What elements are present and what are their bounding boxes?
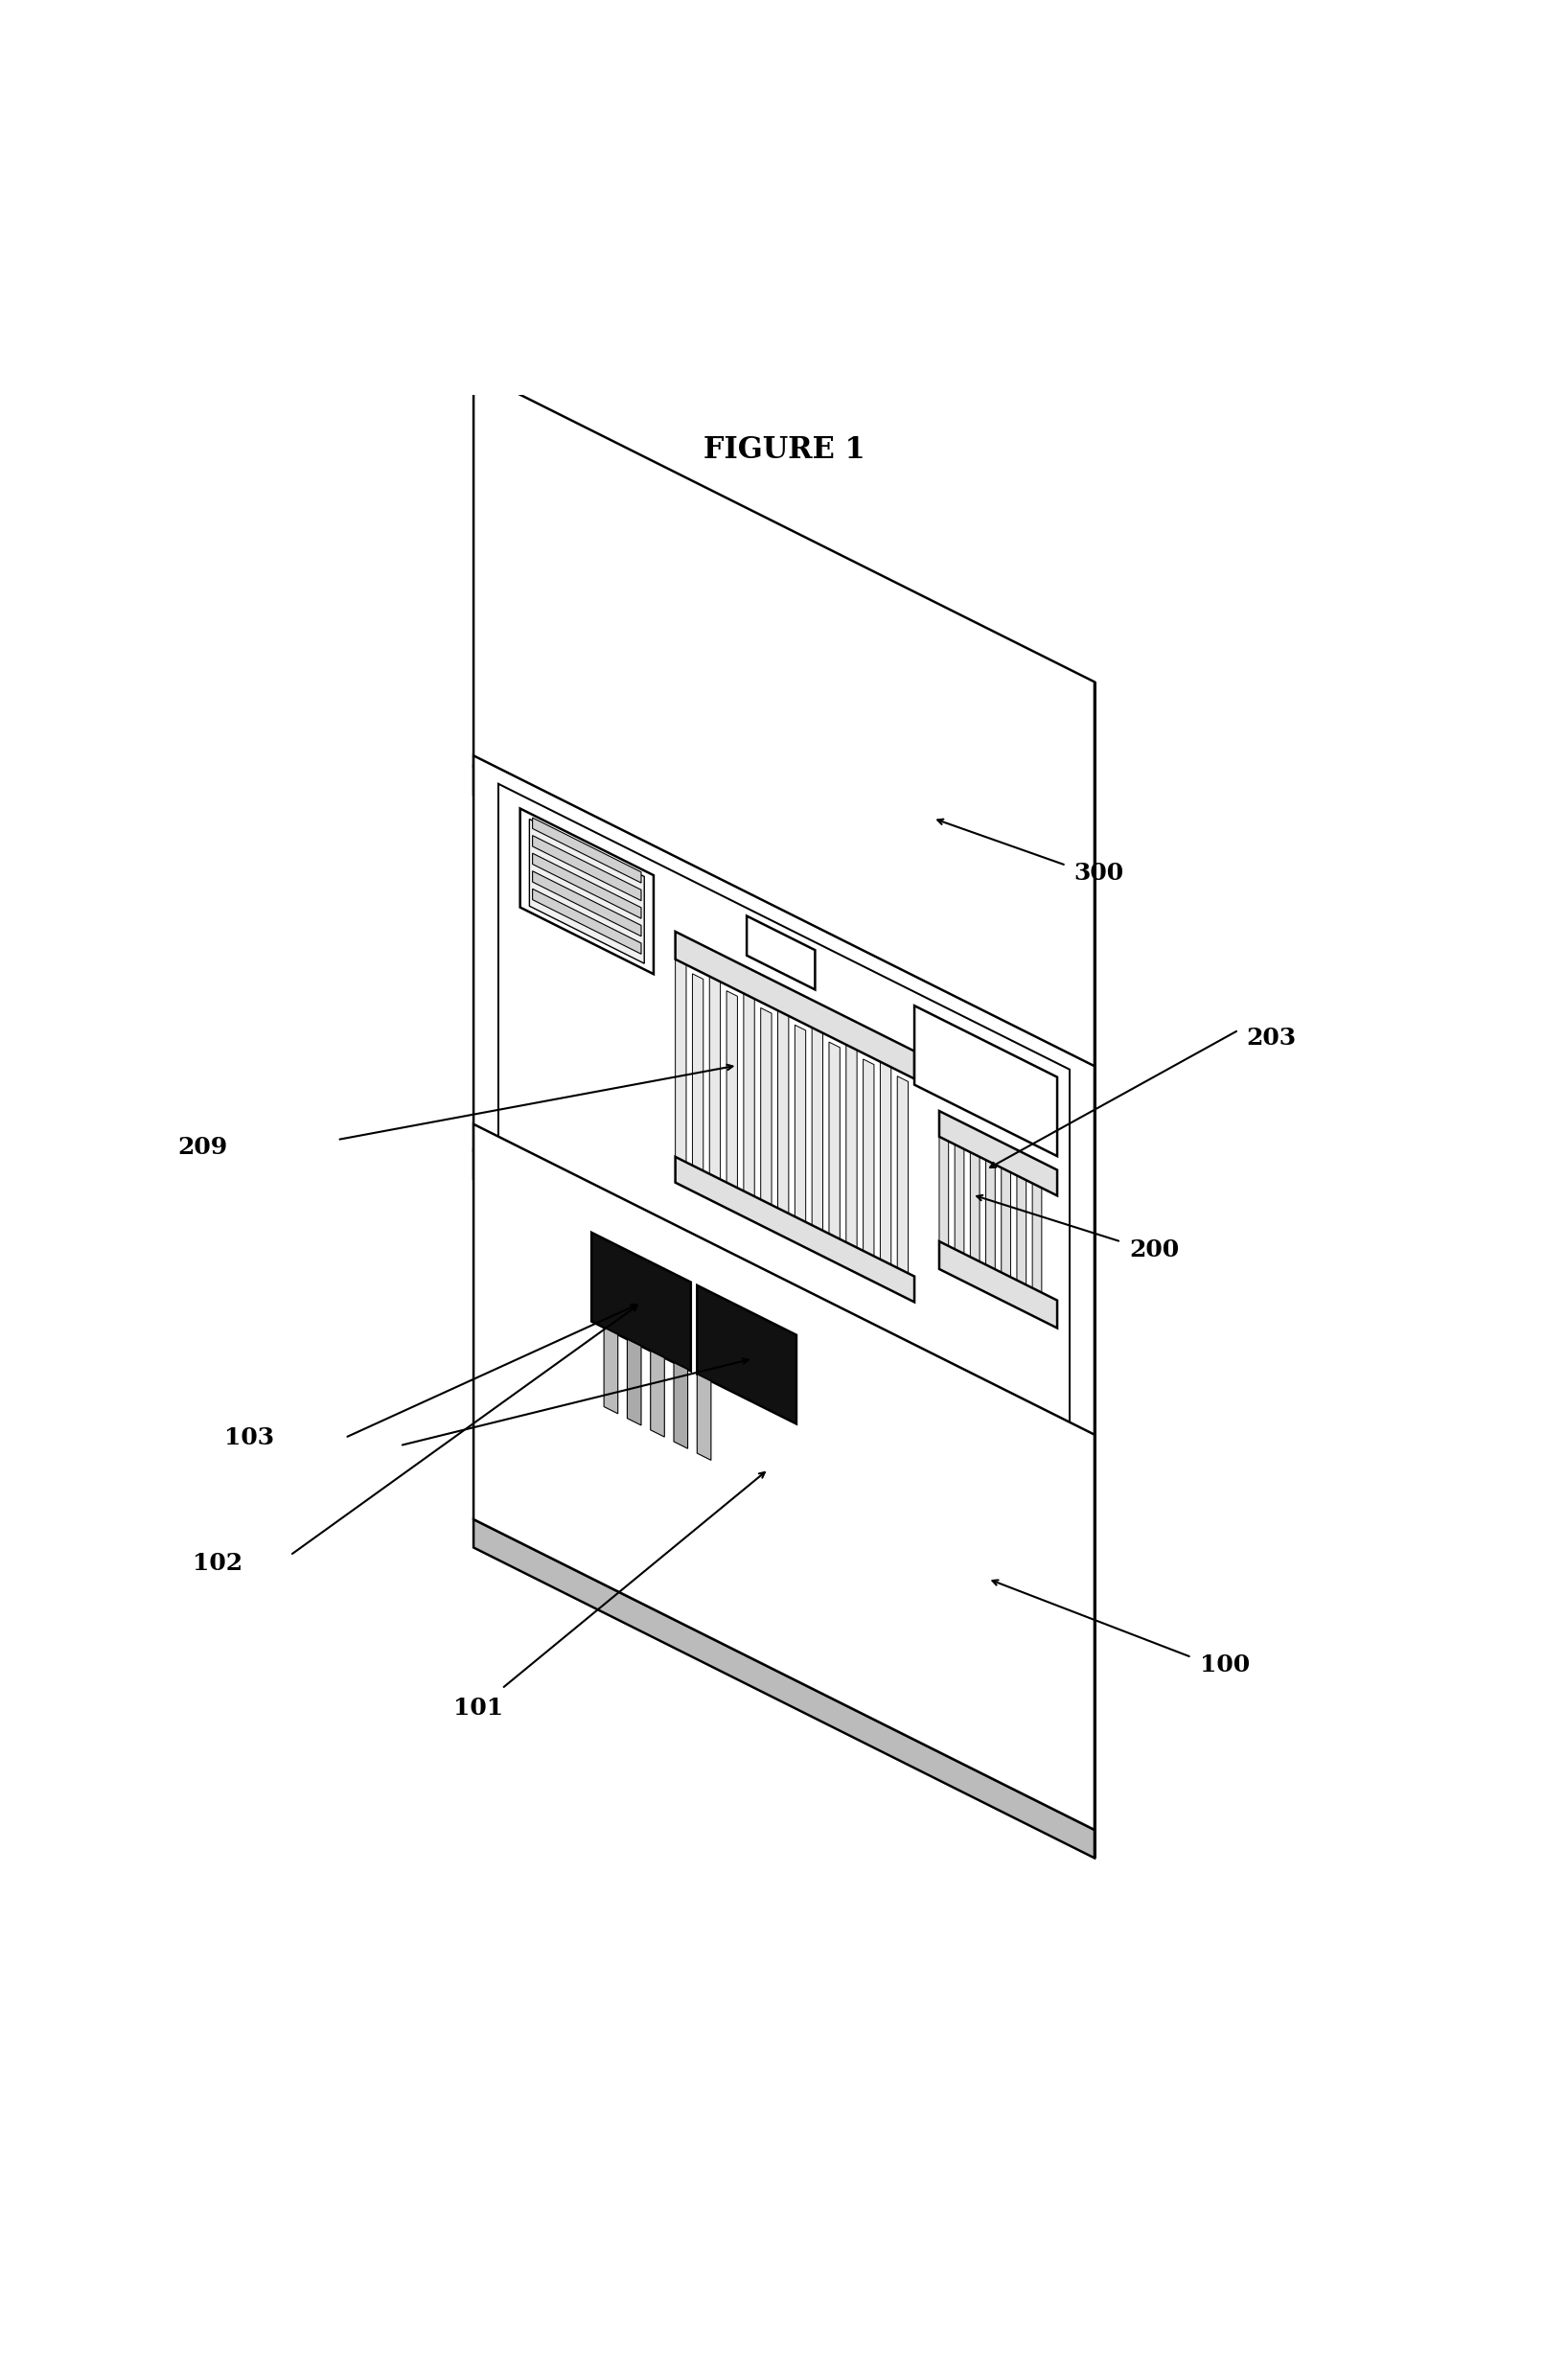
Text: 209: 209 [177, 1137, 227, 1160]
Polygon shape [474, 1125, 1094, 1830]
Text: FIGURE 1: FIGURE 1 [702, 434, 866, 465]
Polygon shape [746, 915, 815, 990]
Polygon shape [474, 1151, 1094, 1490]
Polygon shape [533, 870, 641, 936]
Polygon shape [474, 755, 1094, 1462]
Polygon shape [676, 931, 914, 1080]
Polygon shape [674, 1363, 688, 1448]
Text: 203: 203 [1247, 1026, 1297, 1049]
Polygon shape [986, 1151, 996, 1273]
Polygon shape [530, 818, 644, 964]
Polygon shape [939, 1127, 949, 1250]
Polygon shape [939, 1111, 1057, 1196]
Polygon shape [1002, 1158, 1011, 1280]
Polygon shape [698, 1285, 797, 1424]
Polygon shape [651, 1351, 665, 1436]
Polygon shape [847, 1030, 858, 1273]
Polygon shape [1016, 1165, 1025, 1290]
Polygon shape [812, 1014, 823, 1257]
Polygon shape [521, 809, 654, 974]
Polygon shape [676, 1158, 914, 1302]
Polygon shape [533, 835, 641, 901]
Polygon shape [760, 1007, 771, 1231]
Polygon shape [939, 1240, 1057, 1328]
Polygon shape [698, 1375, 710, 1460]
Polygon shape [778, 997, 789, 1240]
Polygon shape [627, 1339, 641, 1424]
Polygon shape [533, 889, 641, 955]
Text: 101: 101 [453, 1695, 503, 1719]
Polygon shape [880, 1047, 891, 1290]
Polygon shape [795, 1026, 806, 1247]
Polygon shape [474, 766, 1094, 1106]
Polygon shape [676, 946, 687, 1188]
Polygon shape [1032, 1174, 1041, 1297]
Text: 200: 200 [1129, 1238, 1179, 1262]
Polygon shape [743, 979, 754, 1221]
Polygon shape [862, 1059, 873, 1283]
Polygon shape [474, 1519, 1094, 1858]
Polygon shape [693, 974, 704, 1196]
Polygon shape [726, 990, 737, 1214]
Text: 300: 300 [1074, 861, 1124, 884]
Polygon shape [533, 818, 641, 882]
Polygon shape [604, 1328, 618, 1415]
Polygon shape [533, 854, 641, 920]
Polygon shape [591, 1233, 691, 1370]
Polygon shape [829, 1042, 840, 1264]
Polygon shape [474, 373, 1094, 1078]
Polygon shape [971, 1141, 980, 1266]
Text: 102: 102 [193, 1552, 243, 1575]
Polygon shape [914, 1005, 1057, 1155]
Polygon shape [709, 962, 720, 1205]
Text: 103: 103 [224, 1427, 274, 1450]
Polygon shape [955, 1134, 964, 1257]
Text: 100: 100 [1200, 1653, 1250, 1677]
Polygon shape [897, 1075, 908, 1299]
